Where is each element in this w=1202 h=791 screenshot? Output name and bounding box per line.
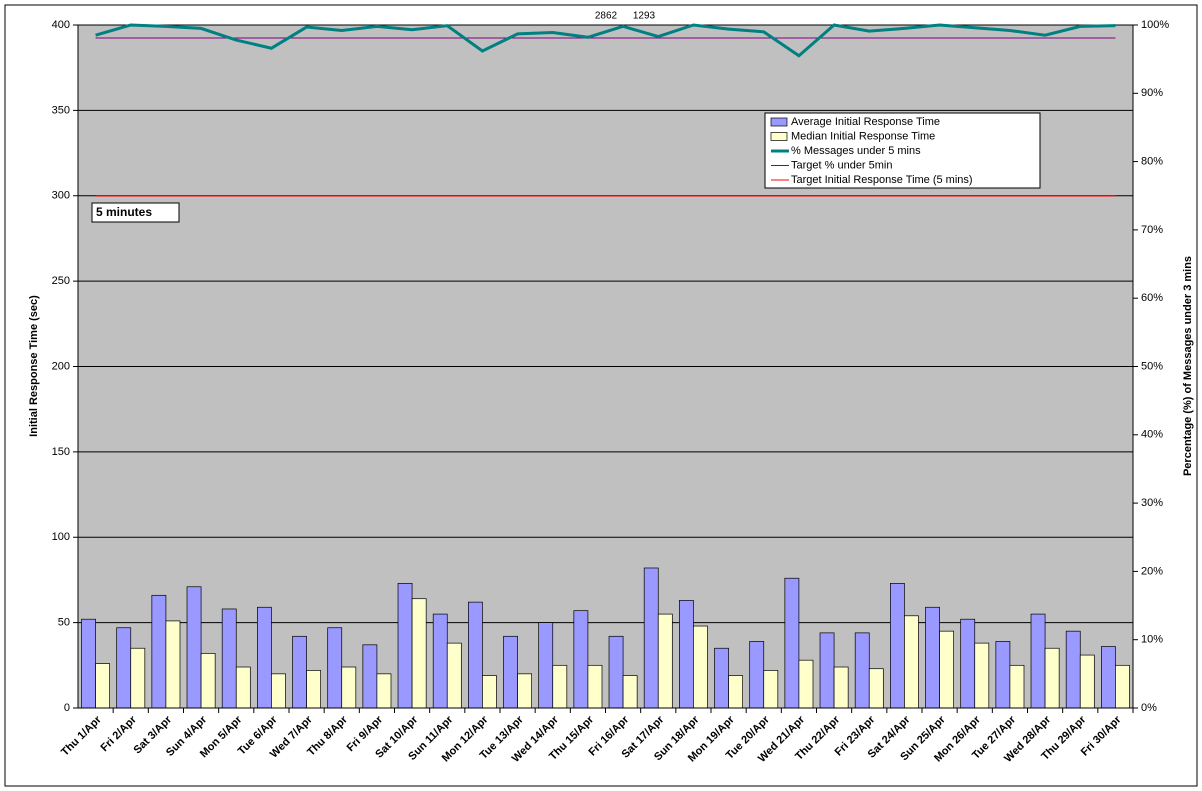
bar	[1065, 630, 1081, 709]
y2-tick-label: 60%	[1141, 292, 1163, 304]
bar	[221, 608, 237, 709]
y2-tick-label: 10%	[1141, 634, 1163, 646]
y-tick-label: 50	[58, 617, 70, 629]
bar	[833, 666, 849, 709]
bar	[362, 644, 378, 709]
bar	[151, 594, 167, 709]
annotation: 2862	[595, 11, 618, 22]
bar	[327, 627, 343, 709]
y-tick-label: 250	[52, 275, 70, 287]
bar	[1079, 654, 1095, 709]
bar	[798, 659, 814, 709]
bar	[411, 598, 427, 709]
bar	[341, 666, 357, 709]
legend-label: Median Initial Response Time	[791, 130, 935, 142]
line-series	[95, 23, 1116, 58]
y2-tick-label: 70%	[1141, 224, 1163, 236]
bar	[1100, 646, 1116, 709]
legend-swatch	[770, 117, 788, 127]
bar	[468, 601, 483, 709]
bar	[503, 635, 518, 709]
bar	[657, 613, 673, 709]
y2-tick-label: 30%	[1141, 497, 1163, 509]
y2-tick-label: 0%	[1141, 702, 1157, 714]
bar	[763, 670, 779, 709]
y-tick-label: 300	[52, 190, 70, 202]
bar	[1044, 647, 1060, 709]
bar	[200, 653, 216, 709]
legend-label: Target % under 5min	[791, 159, 893, 171]
bar	[784, 577, 800, 709]
legend-box	[764, 112, 1041, 189]
bar	[292, 635, 307, 709]
y2-tick-label: 50%	[1141, 360, 1163, 372]
annotation: 5 minutes	[96, 205, 152, 219]
y-tick-label: 100	[52, 531, 70, 543]
y2-tick-label: 100%	[1141, 19, 1169, 31]
bar	[904, 615, 919, 709]
bar	[186, 586, 202, 709]
y2-tick-label: 80%	[1141, 156, 1163, 168]
y2-tick-label: 90%	[1141, 87, 1163, 99]
legend-swatch	[770, 132, 788, 141]
bar	[854, 632, 870, 709]
bar	[81, 618, 96, 709]
bar	[608, 635, 624, 709]
bar	[995, 641, 1011, 709]
bar	[116, 627, 132, 709]
y2-axis-title: Percentage (%) of Messages under 3 mins	[1182, 256, 1194, 476]
bar	[749, 641, 765, 709]
bar	[960, 618, 976, 709]
y2-tick-label: 40%	[1141, 429, 1163, 441]
y-tick-label: 350	[52, 104, 70, 116]
bar	[925, 606, 940, 709]
bar	[130, 647, 146, 709]
y-tick-label: 0	[64, 702, 70, 714]
bar	[868, 668, 884, 709]
bar	[482, 675, 497, 709]
y2-tick-label: 20%	[1141, 565, 1163, 577]
bar	[714, 647, 729, 709]
y-tick-label: 400	[52, 19, 70, 31]
bar	[446, 642, 462, 709]
bar	[552, 664, 568, 709]
bar	[693, 625, 708, 709]
bar	[306, 670, 322, 709]
bar	[974, 642, 990, 709]
bar	[1115, 664, 1130, 709]
bar	[1009, 664, 1025, 709]
bar	[939, 630, 954, 709]
bar	[678, 600, 694, 709]
bar	[819, 632, 835, 709]
bar	[643, 567, 659, 709]
bar	[397, 583, 413, 709]
bar	[432, 613, 448, 709]
bar	[271, 673, 286, 709]
annotation: 1293	[633, 11, 656, 22]
bar	[622, 675, 638, 709]
legend-label: % Messages under 5 mins	[791, 145, 921, 157]
bar	[1030, 613, 1046, 709]
bar	[235, 666, 251, 709]
legend-label: Average Initial Response Time	[791, 116, 940, 128]
bar	[257, 606, 272, 709]
bar	[889, 583, 905, 709]
bar	[517, 673, 532, 709]
y-axis-title: Initial Response Time (sec)	[28, 295, 40, 437]
y-tick-label: 150	[52, 446, 70, 458]
bar	[95, 663, 111, 709]
bar	[538, 622, 554, 709]
bar	[165, 620, 181, 709]
legend-label: Target Initial Response Time (5 mins)	[791, 174, 973, 186]
y-tick-label: 200	[52, 360, 70, 372]
bar	[728, 675, 743, 709]
bar	[573, 610, 589, 709]
bar	[376, 673, 392, 709]
annotation-box	[91, 202, 180, 223]
bar	[587, 664, 603, 709]
